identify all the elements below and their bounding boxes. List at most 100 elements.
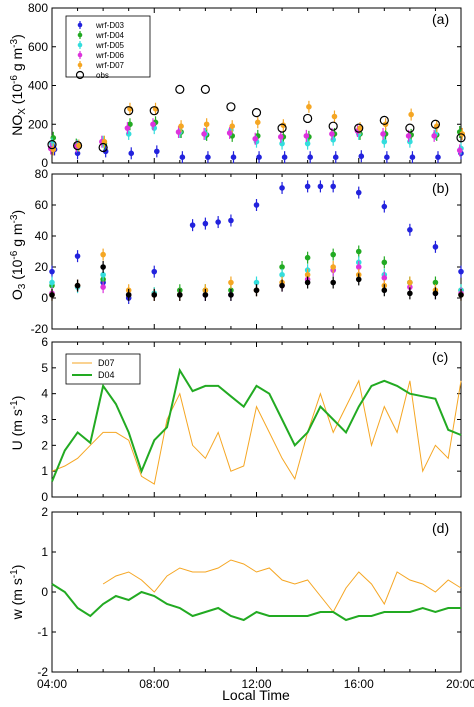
data-point — [177, 292, 183, 298]
data-point — [100, 271, 106, 278]
legend-marker — [77, 32, 83, 38]
panel-a-ylabel: NOX (10-6 g m-3) — [9, 34, 28, 136]
data-point — [253, 279, 260, 286]
y-tick-label: -1 — [37, 625, 48, 639]
data-point — [409, 154, 416, 160]
data-point — [228, 217, 234, 224]
obs-point — [98, 142, 108, 153]
obs-point — [72, 140, 83, 151]
legend-box — [65, 353, 141, 385]
data-point — [281, 154, 288, 160]
data-point — [279, 282, 285, 289]
data-point — [306, 104, 312, 110]
y-tick-label: 6 — [41, 335, 48, 349]
data-point — [456, 147, 463, 154]
series-line — [51, 367, 462, 482]
data-point — [100, 284, 106, 290]
data-point — [317, 183, 324, 190]
data-point — [256, 154, 262, 160]
y-tick-label: -2 — [37, 665, 48, 679]
panel-b-ylabel: O3 (10-6 g m-3) — [9, 210, 28, 300]
obs-point — [277, 123, 287, 133]
obs-point — [379, 115, 389, 125]
data-point — [407, 227, 413, 233]
data-point — [458, 268, 464, 275]
data-point — [154, 148, 160, 155]
legend-label: D04 — [98, 370, 115, 380]
data-point — [189, 222, 196, 228]
legend-label: obs — [96, 71, 109, 80]
data-point — [330, 251, 336, 258]
y-tick-label: 60 — [35, 198, 49, 212]
panel-a-label: (a) — [432, 11, 449, 27]
y-tick-label: 600 — [28, 40, 48, 54]
data-point — [431, 133, 437, 139]
panel-c-legend — [65, 353, 141, 385]
data-point — [304, 140, 311, 147]
panel-b-frame — [51, 173, 462, 330]
data-point — [254, 119, 261, 126]
data-point — [228, 292, 234, 298]
data-point — [205, 154, 211, 160]
y-tick-label: 40 — [35, 229, 49, 243]
chart-marks: 0200400600800-200204060800123456-2-10120… — [28, 1, 474, 691]
y-tick-label: 200 — [28, 117, 48, 131]
data-point — [304, 271, 311, 278]
data-point — [304, 254, 311, 261]
data-point — [381, 275, 388, 281]
data-point — [303, 133, 310, 139]
series-line — [102, 559, 462, 613]
data-point — [330, 264, 336, 270]
data-point — [230, 154, 237, 160]
legend-marker — [77, 52, 83, 58]
y-tick-label: -20 — [31, 322, 49, 336]
data-point — [432, 290, 439, 297]
obs-point — [354, 123, 364, 133]
obs-point — [405, 123, 415, 133]
panel-d-label: (d) — [432, 520, 449, 536]
data-point — [151, 292, 158, 298]
panel-c-label: (c) — [432, 349, 448, 365]
data-point — [150, 121, 156, 128]
data-point — [151, 268, 158, 275]
data-point — [100, 251, 106, 258]
obs-point — [124, 106, 134, 116]
data-point — [203, 121, 210, 128]
obs-point — [226, 102, 236, 112]
data-point — [381, 203, 388, 210]
legend-label: wrf-D05 — [95, 41, 125, 50]
obs-point — [328, 121, 338, 131]
data-point — [279, 264, 285, 270]
y-tick-label: 0 — [41, 585, 48, 599]
y-tick-label: 3 — [41, 413, 48, 427]
data-point — [307, 154, 313, 160]
y-tick-label: 1 — [41, 545, 48, 559]
x-axis-title: Local Time — [222, 687, 290, 703]
obs-point — [456, 133, 466, 143]
data-point — [381, 259, 388, 266]
data-point — [380, 131, 386, 137]
data-point — [277, 134, 284, 140]
data-point — [226, 130, 233, 136]
data-point — [408, 111, 414, 118]
data-point — [329, 131, 335, 137]
data-point — [74, 253, 81, 259]
series-line — [51, 379, 462, 485]
data-point — [355, 276, 362, 283]
data-point — [252, 135, 259, 142]
data-point — [202, 292, 209, 298]
panel-b: (b) O3 (10-6 g m-3) — [9, 173, 462, 330]
data-point — [253, 202, 260, 208]
x-tick-label: 04:00 — [37, 677, 67, 691]
x-tick-label: 16:00 — [344, 677, 374, 691]
obs-point — [303, 113, 313, 124]
data-point — [432, 279, 439, 286]
data-point — [304, 183, 311, 190]
obs-point — [430, 119, 441, 129]
panel-b-label: (b) — [432, 180, 449, 196]
data-point — [355, 189, 362, 196]
obs-point — [251, 108, 262, 118]
data-point — [355, 248, 362, 255]
data-point — [215, 219, 221, 225]
